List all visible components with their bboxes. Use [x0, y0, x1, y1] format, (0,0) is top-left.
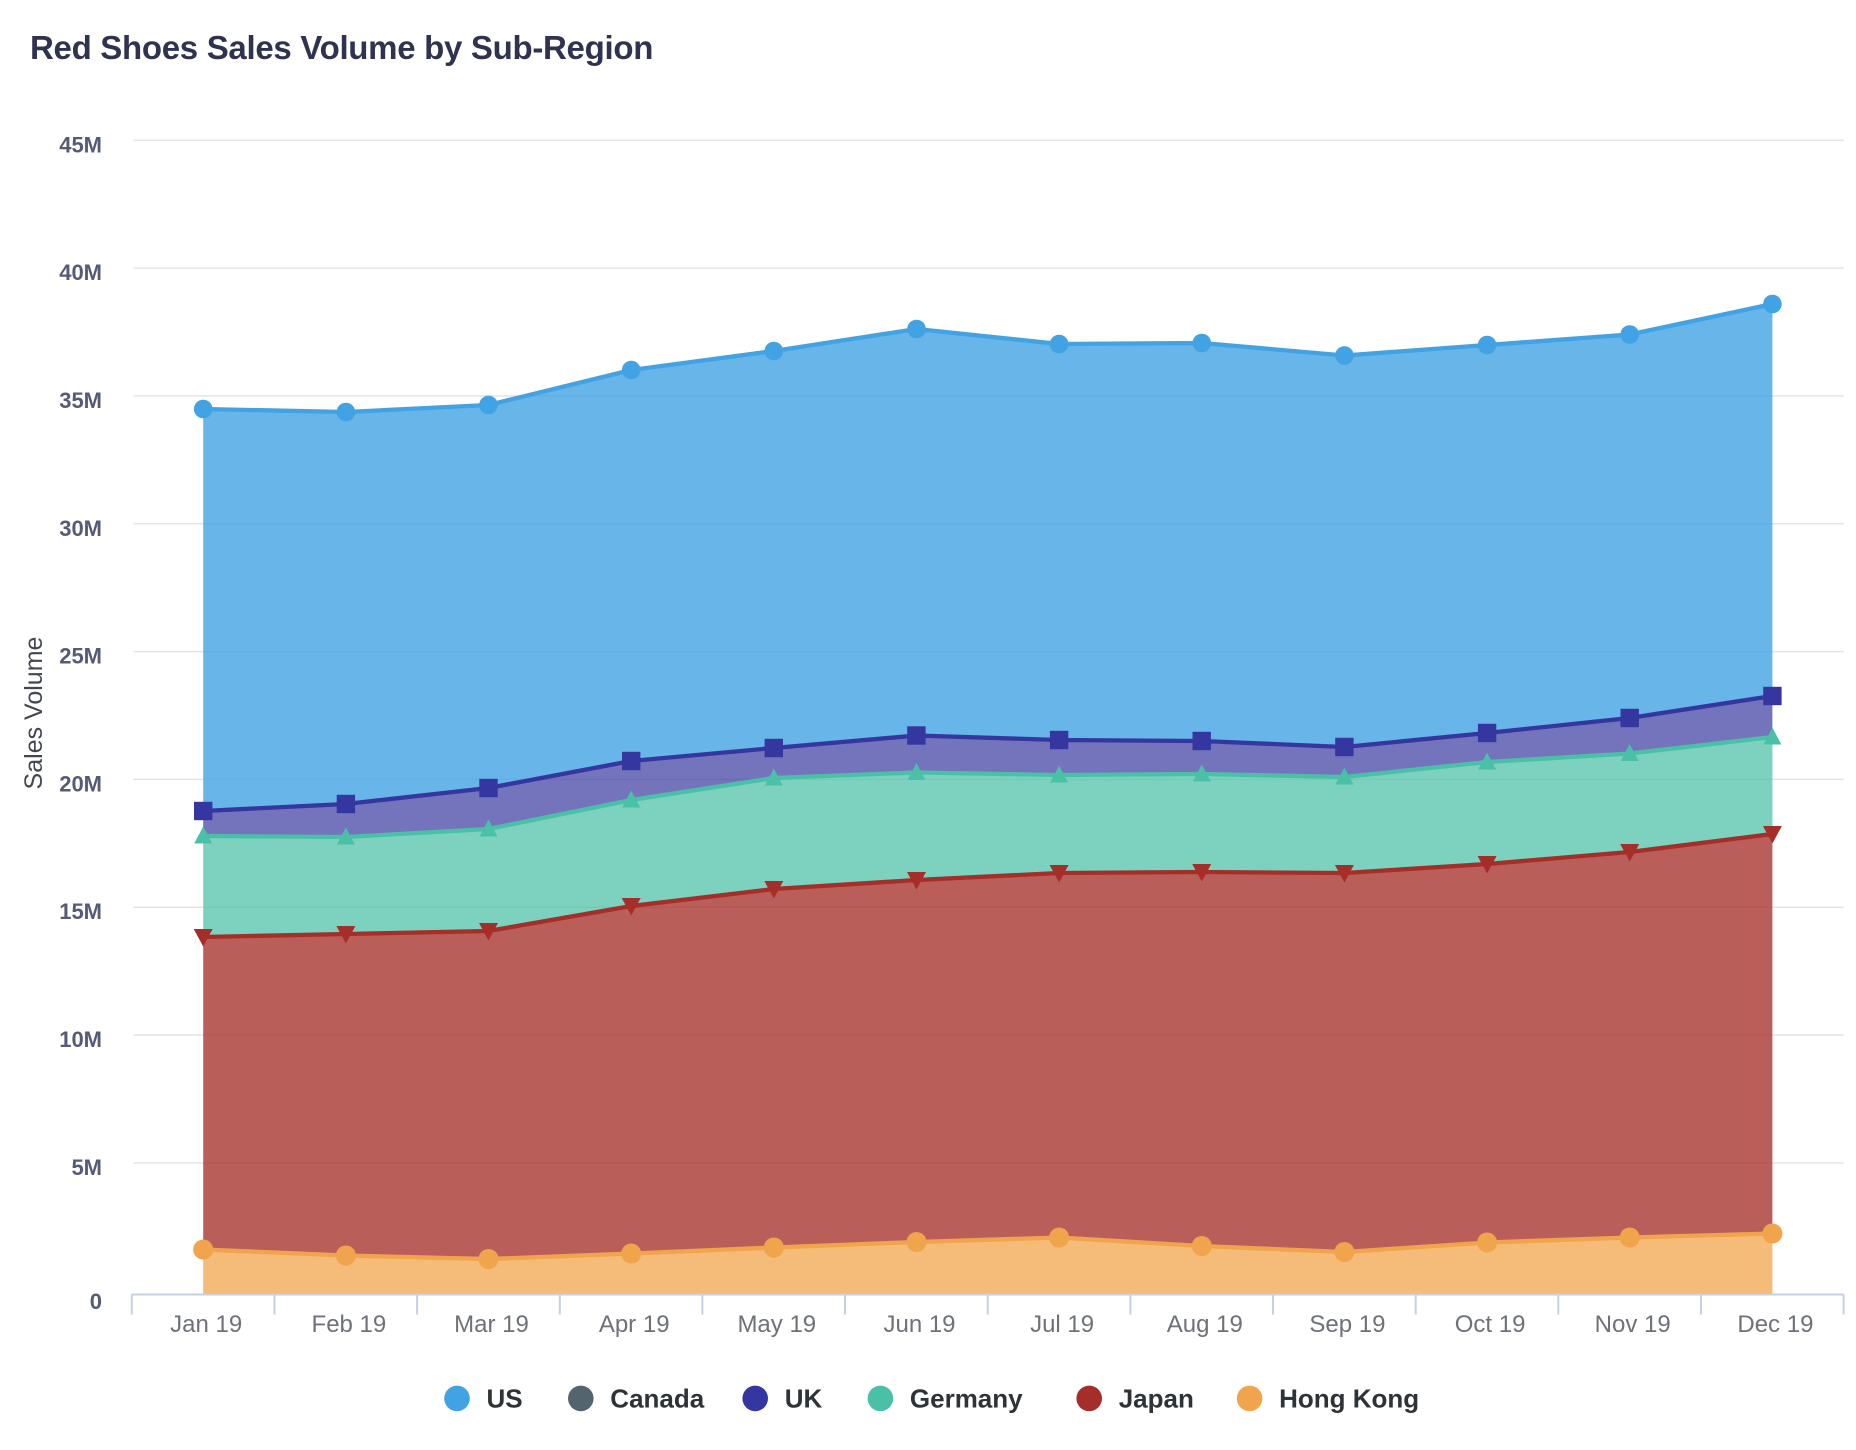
- svg-text:20M: 20M: [59, 771, 102, 796]
- svg-text:5M: 5M: [71, 1155, 102, 1180]
- svg-text:May 19: May 19: [737, 1311, 816, 1338]
- svg-text:Jul 19: Jul 19: [1030, 1311, 1094, 1338]
- svg-text:Germany: Germany: [910, 1384, 1023, 1414]
- svg-text:Jan 19: Jan 19: [170, 1311, 242, 1338]
- svg-text:0: 0: [90, 1289, 102, 1314]
- svg-text:15M: 15M: [59, 899, 102, 924]
- svg-text:Hong Kong: Hong Kong: [1279, 1384, 1419, 1414]
- svg-text:Mar 19: Mar 19: [454, 1311, 529, 1338]
- svg-text:Sep 19: Sep 19: [1309, 1311, 1385, 1338]
- svg-text:Oct 19: Oct 19: [1455, 1311, 1526, 1338]
- svg-text:40M: 40M: [59, 260, 102, 285]
- svg-text:Sales Volume: Sales Volume: [20, 637, 48, 790]
- svg-text:Red Shoes Sales Volume by Sub-: Red Shoes Sales Volume by Sub-Region: [30, 29, 653, 66]
- svg-text:30M: 30M: [59, 516, 102, 541]
- svg-text:Aug 19: Aug 19: [1167, 1311, 1243, 1338]
- svg-text:Nov 19: Nov 19: [1595, 1311, 1671, 1338]
- svg-text:UK: UK: [785, 1384, 823, 1414]
- svg-text:35M: 35M: [59, 388, 102, 413]
- svg-text:25M: 25M: [59, 644, 102, 669]
- svg-text:Apr 19: Apr 19: [599, 1311, 670, 1338]
- svg-text:Canada: Canada: [610, 1384, 704, 1414]
- svg-text:10M: 10M: [59, 1027, 102, 1052]
- svg-text:Japan: Japan: [1119, 1384, 1194, 1414]
- svg-text:US: US: [487, 1384, 523, 1414]
- svg-text:45M: 45M: [59, 132, 102, 157]
- svg-text:Feb 19: Feb 19: [312, 1311, 387, 1338]
- svg-text:Dec 19: Dec 19: [1737, 1311, 1813, 1338]
- svg-text:Jun 19: Jun 19: [883, 1311, 955, 1338]
